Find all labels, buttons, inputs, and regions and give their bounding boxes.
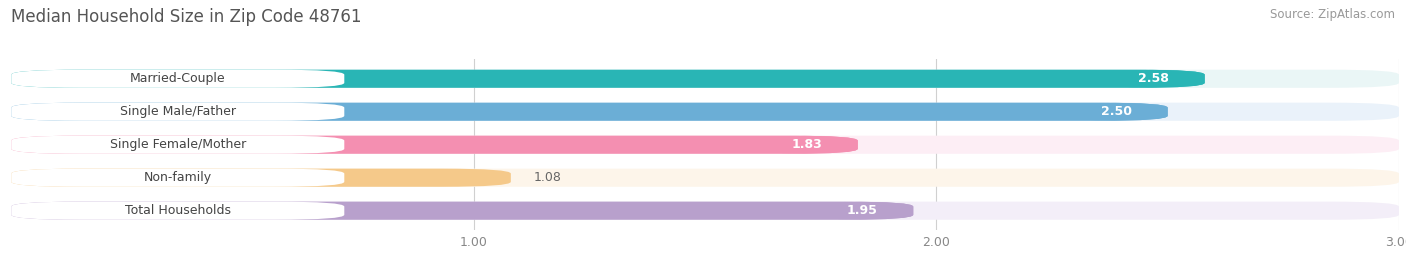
Text: 2.58: 2.58 xyxy=(1139,72,1170,85)
FancyBboxPatch shape xyxy=(1066,103,1167,121)
FancyBboxPatch shape xyxy=(11,70,344,88)
Text: Single Female/Mother: Single Female/Mother xyxy=(110,138,246,151)
FancyBboxPatch shape xyxy=(11,70,1205,88)
FancyBboxPatch shape xyxy=(11,169,510,187)
FancyBboxPatch shape xyxy=(756,136,858,154)
FancyBboxPatch shape xyxy=(11,202,344,220)
Text: Source: ZipAtlas.com: Source: ZipAtlas.com xyxy=(1270,8,1395,21)
Text: 1.95: 1.95 xyxy=(846,204,877,217)
Text: Total Households: Total Households xyxy=(125,204,231,217)
Text: Single Male/Father: Single Male/Father xyxy=(120,105,236,118)
FancyBboxPatch shape xyxy=(1102,70,1205,88)
FancyBboxPatch shape xyxy=(11,169,1399,187)
Text: Non-family: Non-family xyxy=(143,171,212,184)
FancyBboxPatch shape xyxy=(11,136,344,154)
Text: Married-Couple: Married-Couple xyxy=(129,72,225,85)
Text: 1.83: 1.83 xyxy=(792,138,823,151)
FancyBboxPatch shape xyxy=(11,169,344,187)
FancyBboxPatch shape xyxy=(11,136,858,154)
FancyBboxPatch shape xyxy=(11,103,1399,121)
FancyBboxPatch shape xyxy=(11,103,344,121)
FancyBboxPatch shape xyxy=(11,136,1399,154)
Text: 1.08: 1.08 xyxy=(534,171,562,184)
Text: 2.50: 2.50 xyxy=(1101,105,1132,118)
FancyBboxPatch shape xyxy=(11,70,1399,88)
FancyBboxPatch shape xyxy=(811,202,914,220)
FancyBboxPatch shape xyxy=(11,103,1167,121)
FancyBboxPatch shape xyxy=(11,202,1399,220)
Text: Median Household Size in Zip Code 48761: Median Household Size in Zip Code 48761 xyxy=(11,8,361,26)
FancyBboxPatch shape xyxy=(11,202,914,220)
